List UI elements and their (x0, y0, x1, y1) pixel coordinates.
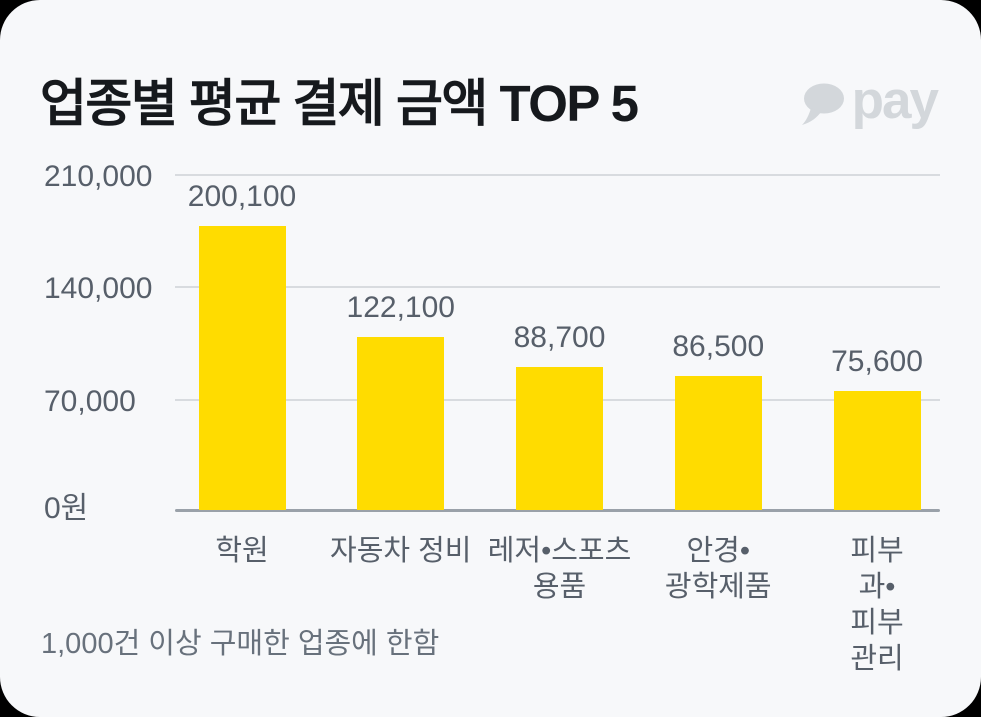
bar-value-label: 75,600 (831, 345, 923, 378)
category-label: 피부과• 피부관리 (850, 535, 904, 675)
bar-value-label: 122,100 (346, 291, 455, 324)
bar (833, 391, 921, 510)
category-label: 학원 (215, 535, 269, 567)
pay-logo-text: pay (851, 71, 939, 130)
bar (357, 337, 445, 510)
bar (674, 376, 762, 510)
plot-area: 200,100 학원 122,100 자동차 정비 88,700 레저•스포츠 용품 86,… (175, 174, 940, 675)
footnote: 1,000건 이상 구매한 업종에 한함 (41, 628, 440, 660)
category-label: 레저•스포츠 용품 (487, 535, 632, 603)
speech-bubble-icon (801, 83, 844, 125)
gridline (175, 174, 940, 176)
bar-value-label: 88,700 (513, 321, 606, 354)
y-tick-label: 70,000 (44, 384, 136, 418)
x-axis-line (175, 509, 940, 512)
bar-value-label: 86,500 (672, 330, 765, 363)
category-label: 안경• 광학제품 (664, 535, 772, 603)
bar (516, 367, 603, 510)
bar (198, 226, 286, 510)
y-tick-label: 0원 (44, 492, 89, 525)
category-label: 자동차 정비 (330, 535, 472, 567)
gridline (175, 286, 940, 289)
page-title: 업종별 평균 결제 금액 TOP 5 (40, 75, 639, 132)
kakaopay-logo: pay (800, 71, 939, 130)
y-tick-label: 210,000 (44, 160, 153, 193)
bar-value-label: 200,100 (187, 180, 297, 213)
y-tick-label: 140,000 (44, 272, 153, 306)
